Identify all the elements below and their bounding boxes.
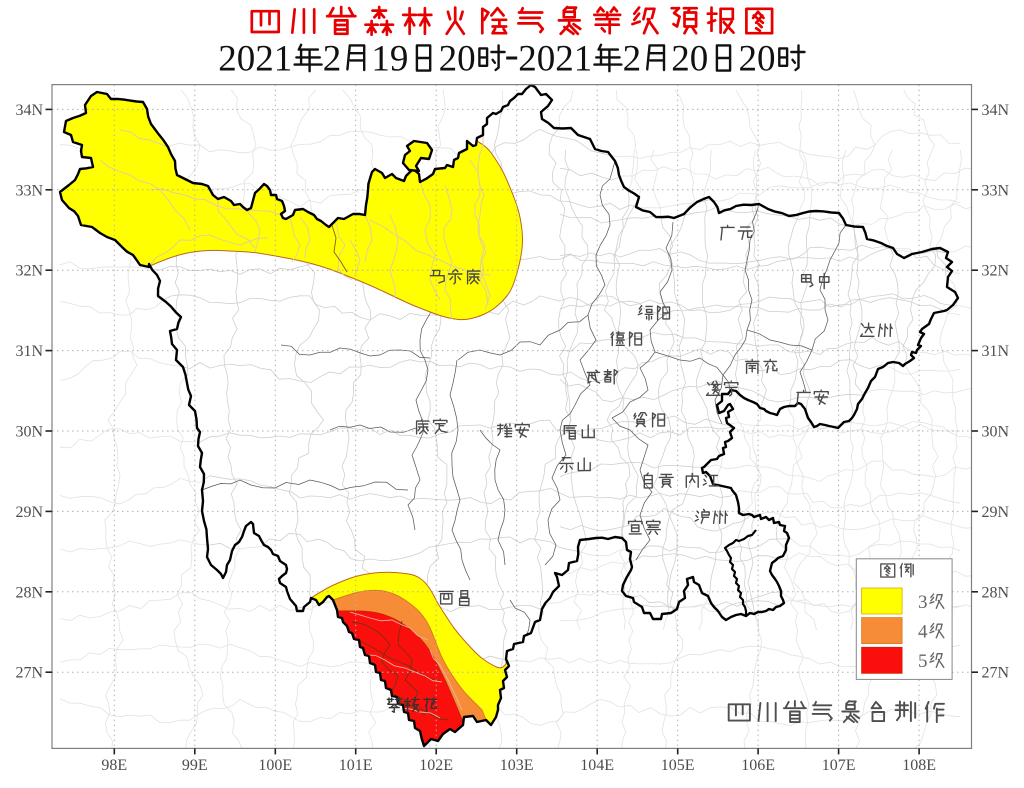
svg-text:100E: 100E: [258, 757, 292, 774]
svg-text:98E: 98E: [101, 757, 127, 774]
svg-text:31N: 31N: [15, 343, 43, 360]
svg-text:30N: 30N: [982, 424, 1010, 441]
svg-text:103E: 103E: [500, 757, 534, 774]
svg-text:28N: 28N: [982, 584, 1010, 601]
svg-text:3: 3: [918, 592, 928, 613]
svg-text:30N: 30N: [15, 424, 43, 441]
svg-text:31N: 31N: [982, 343, 1010, 360]
svg-text:104E: 104E: [580, 757, 614, 774]
svg-text:33N: 33N: [15, 182, 43, 199]
svg-text:29N: 29N: [982, 504, 1010, 521]
svg-text:28N: 28N: [15, 584, 43, 601]
svg-text:27N: 27N: [982, 665, 1010, 682]
svg-text:2: 2: [623, 38, 642, 79]
svg-text:32N: 32N: [15, 263, 43, 280]
svg-text:106E: 106E: [741, 757, 775, 774]
svg-text:105E: 105E: [661, 757, 695, 774]
svg-text:34N: 34N: [15, 102, 43, 119]
svg-text:101E: 101E: [339, 757, 373, 774]
svg-text:108E: 108E: [902, 757, 936, 774]
svg-text:20: 20: [739, 38, 776, 79]
svg-text:20: 20: [671, 38, 708, 79]
svg-text:27N: 27N: [15, 665, 43, 682]
svg-text:2021: 2021: [218, 38, 292, 79]
svg-text:19: 19: [371, 38, 408, 79]
svg-text:5: 5: [918, 651, 928, 672]
svg-text:99E: 99E: [182, 757, 208, 774]
svg-text:34N: 34N: [982, 102, 1010, 119]
svg-text:29N: 29N: [15, 504, 43, 521]
svg-text:2021: 2021: [518, 38, 592, 79]
svg-text:32N: 32N: [982, 263, 1010, 280]
svg-text:102E: 102E: [419, 757, 453, 774]
svg-text:20: 20: [439, 38, 476, 79]
svg-text:33N: 33N: [982, 182, 1010, 199]
svg-text:4: 4: [918, 622, 928, 643]
svg-text:2: 2: [323, 38, 342, 79]
svg-text:107E: 107E: [822, 757, 856, 774]
